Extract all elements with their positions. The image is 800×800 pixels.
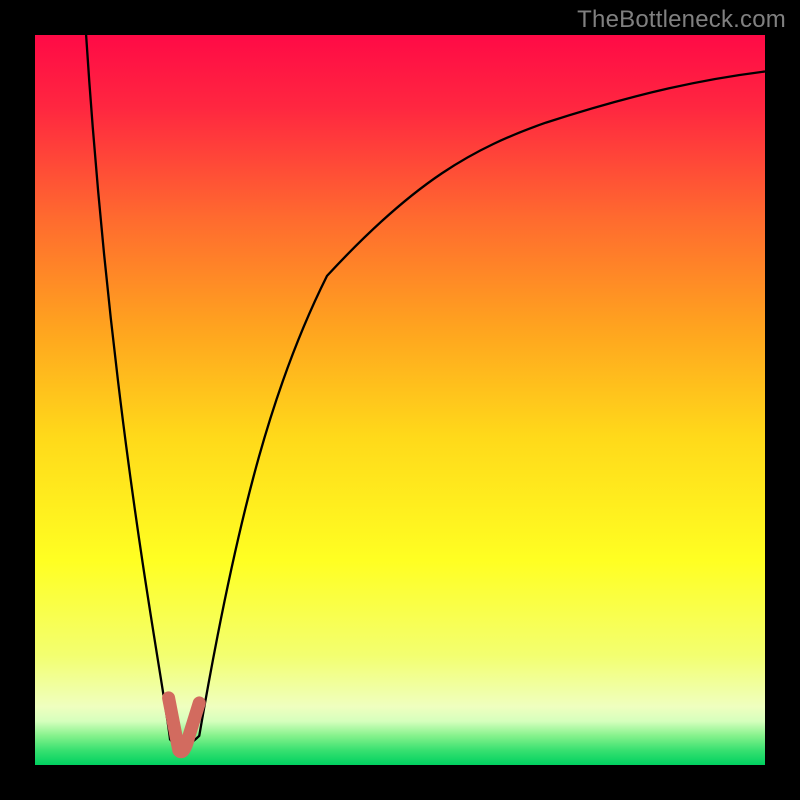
plot-area [35,35,765,765]
watermark-text: TheBottleneck.com [577,6,786,34]
gradient-background [35,35,765,765]
chart-frame: TheBottleneck.com [0,0,800,800]
bottleneck-svg [35,35,765,765]
